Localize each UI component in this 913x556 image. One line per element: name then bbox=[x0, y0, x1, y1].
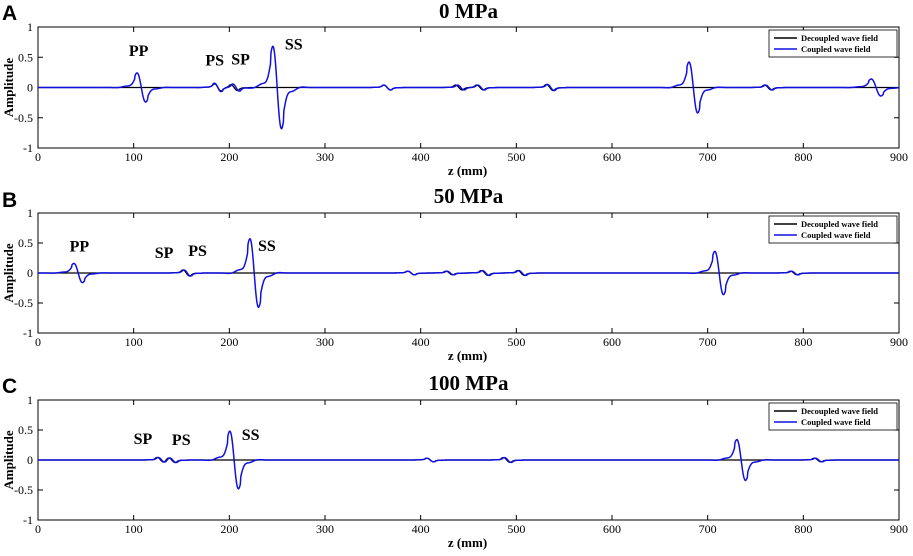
y-tick-label: 1 bbox=[27, 20, 33, 34]
annotation-label: SP bbox=[231, 52, 250, 69]
panel-letter: C bbox=[2, 375, 17, 398]
y-tick-label: 1 bbox=[27, 206, 33, 220]
annotation-label: SP bbox=[155, 245, 174, 262]
x-tick-label: 100 bbox=[125, 522, 143, 536]
x-tick-label: 200 bbox=[220, 335, 238, 349]
panel-letter: A bbox=[2, 2, 17, 25]
y-tick-label: 0 bbox=[27, 81, 33, 95]
legend-box bbox=[768, 215, 898, 244]
y-axis-label: Amplitude bbox=[1, 58, 16, 117]
annotation-label: SP bbox=[134, 431, 153, 448]
y-tick-label: -1 bbox=[23, 141, 33, 155]
y-tick-label: -0.5 bbox=[14, 483, 33, 497]
x-tick-label: 300 bbox=[316, 150, 334, 164]
annotation-label: SS bbox=[285, 36, 303, 53]
y-tick-label: -0.5 bbox=[14, 296, 33, 310]
legend-entry: Decoupled wave field bbox=[801, 406, 878, 416]
annotation-label: PS bbox=[172, 432, 191, 449]
x-tick-label: 400 bbox=[412, 335, 430, 349]
annotation-label: PP bbox=[70, 238, 90, 255]
x-tick-label: 800 bbox=[794, 335, 812, 349]
series-line-coupled bbox=[38, 237, 899, 309]
x-tick-label: 900 bbox=[890, 150, 908, 164]
panel-title: 50 MPa bbox=[434, 184, 504, 208]
y-tick-label: -0.5 bbox=[14, 111, 33, 125]
x-tick-label: 500 bbox=[507, 522, 525, 536]
x-tick-label: 700 bbox=[699, 522, 717, 536]
annotation-label: PS bbox=[188, 243, 207, 260]
annotation-label: SS bbox=[242, 427, 260, 444]
x-tick-label: 400 bbox=[412, 522, 430, 536]
x-tick-label: 600 bbox=[603, 522, 621, 536]
x-axis-label: z (mm) bbox=[448, 348, 487, 363]
x-tick-label: 0 bbox=[35, 335, 41, 349]
legend-entry: Decoupled wave field bbox=[801, 219, 878, 229]
y-axis-label: Amplitude bbox=[1, 430, 16, 489]
x-tick-label: 800 bbox=[794, 150, 812, 164]
x-tick-label: 100 bbox=[125, 150, 143, 164]
y-tick-label: 0.5 bbox=[18, 423, 33, 437]
y-tick-label: -1 bbox=[23, 326, 33, 340]
x-axis-label: z (mm) bbox=[448, 163, 487, 178]
x-tick-label: 600 bbox=[603, 150, 621, 164]
legend-box bbox=[768, 402, 898, 431]
x-tick-label: 900 bbox=[890, 522, 908, 536]
panel-letter: B bbox=[2, 189, 17, 212]
x-tick-label: 100 bbox=[125, 335, 143, 349]
x-axis-label: z (mm) bbox=[448, 535, 487, 550]
x-tick-label: 700 bbox=[699, 335, 717, 349]
x-tick-label: 400 bbox=[412, 150, 430, 164]
annotation-label: PS bbox=[205, 53, 224, 70]
legend-entry: Coupled wave field bbox=[801, 230, 871, 240]
legend-entry: Decoupled wave field bbox=[801, 33, 878, 43]
legend-entry: Coupled wave field bbox=[801, 44, 871, 54]
y-tick-label: 0.5 bbox=[18, 236, 33, 250]
x-tick-label: 0 bbox=[35, 522, 41, 536]
x-tick-label: 200 bbox=[220, 150, 238, 164]
x-tick-label: 300 bbox=[316, 522, 334, 536]
x-tick-label: 200 bbox=[220, 522, 238, 536]
annotation-label: SS bbox=[258, 238, 276, 255]
x-tick-label: 0 bbox=[35, 150, 41, 164]
legend-box bbox=[768, 29, 898, 58]
x-tick-label: 300 bbox=[316, 335, 334, 349]
annotation-label: PP bbox=[129, 43, 149, 60]
panel-title: 0 MPa bbox=[439, 0, 498, 23]
series-line-coupled bbox=[38, 45, 900, 130]
legend-entry: Coupled wave field bbox=[801, 417, 871, 427]
x-tick-label: 500 bbox=[507, 335, 525, 349]
y-tick-label: 0.5 bbox=[18, 50, 33, 64]
panel-b: B 50 MPa 0 100 200 300 400 500 600 700 800 900 -1 -0.… bbox=[1, 184, 908, 363]
x-tick-label: 700 bbox=[699, 150, 717, 164]
y-axis-label: Amplitude bbox=[1, 243, 16, 302]
y-tick-label: 1 bbox=[27, 393, 33, 407]
x-tick-label: 500 bbox=[507, 150, 525, 164]
x-tick-label: 900 bbox=[890, 335, 908, 349]
y-tick-label: 0 bbox=[27, 453, 33, 467]
y-tick-label: 0 bbox=[27, 266, 33, 280]
series-line-coupled bbox=[38, 430, 899, 490]
y-tick-label: -1 bbox=[23, 513, 33, 527]
panel-title: 100 MPa bbox=[429, 371, 509, 395]
panel-c: C 100 MPa 0 100 200 300 400 500 600 700 800 900 -1 -0… bbox=[1, 371, 908, 550]
x-tick-label: 600 bbox=[603, 335, 621, 349]
panel-a: A 0 MPa 0 100 200 300 400 500 600 700 800 900 -1 -0.5… bbox=[1, 0, 908, 178]
x-tick-label: 800 bbox=[794, 522, 812, 536]
